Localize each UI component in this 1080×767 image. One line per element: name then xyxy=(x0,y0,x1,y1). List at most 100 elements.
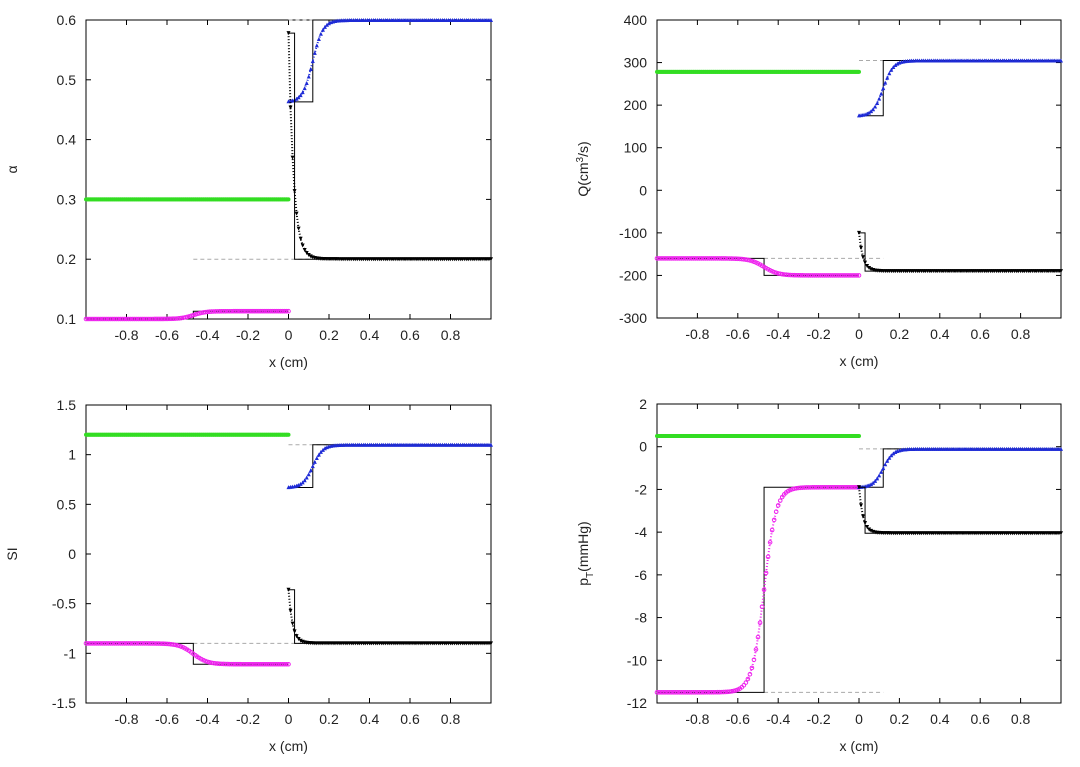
x-tick-label: 0.2 xyxy=(319,711,339,727)
data-point xyxy=(727,689,733,694)
data-point xyxy=(286,587,291,592)
data-point xyxy=(182,315,188,320)
exact-solution-line xyxy=(288,19,491,103)
data-point xyxy=(284,308,289,314)
data-point xyxy=(314,455,319,460)
data-point xyxy=(869,482,874,487)
data-point xyxy=(320,447,325,452)
data-point xyxy=(887,71,892,76)
x-tick-label: -0.2 xyxy=(236,711,260,727)
data-point xyxy=(318,31,323,36)
series-line xyxy=(287,589,491,645)
x-tick-label: -0.4 xyxy=(766,711,790,727)
data-point xyxy=(763,570,769,576)
data-point xyxy=(166,641,172,647)
series-line xyxy=(858,447,1061,488)
y-axis-label: Q(cm3/s) xyxy=(575,141,591,196)
x-axis-label: x (cm) xyxy=(840,738,879,754)
data-point xyxy=(176,316,182,321)
series-blue xyxy=(286,442,493,490)
y-axis-label: pT(mmHg) xyxy=(575,521,596,585)
data-point xyxy=(854,273,860,278)
data-point xyxy=(1059,531,1063,536)
data-point xyxy=(859,503,864,508)
series-black xyxy=(286,587,493,646)
data-point xyxy=(302,478,307,483)
x-tick-label: 0.6 xyxy=(400,711,420,727)
data-point xyxy=(304,251,309,256)
data-point xyxy=(284,661,289,667)
data-point xyxy=(310,464,315,469)
series-magenta xyxy=(83,641,291,667)
data-point xyxy=(191,312,196,318)
data-point xyxy=(777,498,783,503)
x-tick-label: 0 xyxy=(855,711,863,727)
data-point xyxy=(302,86,307,91)
data-point xyxy=(304,80,309,85)
data-point xyxy=(184,314,190,320)
data-point xyxy=(286,661,291,667)
data-point xyxy=(873,478,878,483)
x-tick-label: -0.4 xyxy=(766,326,790,342)
exact-solution-line xyxy=(86,642,289,665)
exact-solution-line xyxy=(859,448,1061,488)
data-point xyxy=(286,432,291,437)
data-point xyxy=(879,91,884,96)
data-point xyxy=(859,245,864,250)
data-point xyxy=(1059,58,1063,63)
y-axis-label: SI xyxy=(4,547,20,560)
series-blue xyxy=(857,446,1063,489)
x-axis-label: x (cm) xyxy=(269,738,308,754)
y-tick-label: -8 xyxy=(635,610,648,626)
data-point xyxy=(747,671,753,677)
data-point xyxy=(769,527,775,533)
y-tick-label: -6 xyxy=(635,567,648,583)
x-tick-label: -0.8 xyxy=(114,327,138,343)
y-tick-label: 0.6 xyxy=(57,12,77,28)
data-point xyxy=(749,258,755,264)
data-point xyxy=(749,665,755,671)
x-tick-label: -0.2 xyxy=(807,711,831,727)
data-point xyxy=(871,107,876,112)
data-point xyxy=(881,86,886,91)
x-tick-label: -0.4 xyxy=(195,711,219,727)
exact-solution-line xyxy=(859,59,1061,117)
data-point xyxy=(875,100,880,105)
data-point xyxy=(286,308,291,314)
y-tick-label: -100 xyxy=(619,225,647,241)
data-point xyxy=(286,31,291,36)
data-point xyxy=(288,105,293,110)
x-axis-label: x (cm) xyxy=(840,353,879,369)
data-point xyxy=(765,554,771,560)
y-tick-label: 0.5 xyxy=(57,72,77,88)
data-point xyxy=(290,155,295,160)
x-tick-label: 0.8 xyxy=(1011,711,1031,727)
data-point xyxy=(300,480,305,485)
exact-solution-line xyxy=(288,444,491,488)
x-tick-label: 0 xyxy=(855,326,863,342)
data-point xyxy=(863,260,868,265)
series-line xyxy=(858,59,1061,117)
data-point xyxy=(865,111,870,116)
series-black xyxy=(857,230,1063,274)
data-point xyxy=(863,520,868,525)
data-point xyxy=(767,540,773,545)
data-point xyxy=(869,109,874,114)
y-tick-label: -1 xyxy=(64,645,77,661)
data-point xyxy=(757,620,763,626)
data-point xyxy=(174,643,180,648)
data-point xyxy=(861,255,866,260)
data-point xyxy=(729,689,735,694)
data-point xyxy=(318,449,323,454)
series-black xyxy=(857,485,1063,536)
data-point xyxy=(207,660,212,665)
x-tick-label: 0.4 xyxy=(930,711,950,727)
plot-frame xyxy=(85,404,492,704)
data-point xyxy=(1059,269,1063,274)
data-point xyxy=(893,63,898,68)
data-point xyxy=(312,50,317,55)
data-point xyxy=(304,475,309,480)
data-point xyxy=(296,636,301,641)
data-point xyxy=(895,61,900,66)
data-point xyxy=(877,473,882,478)
